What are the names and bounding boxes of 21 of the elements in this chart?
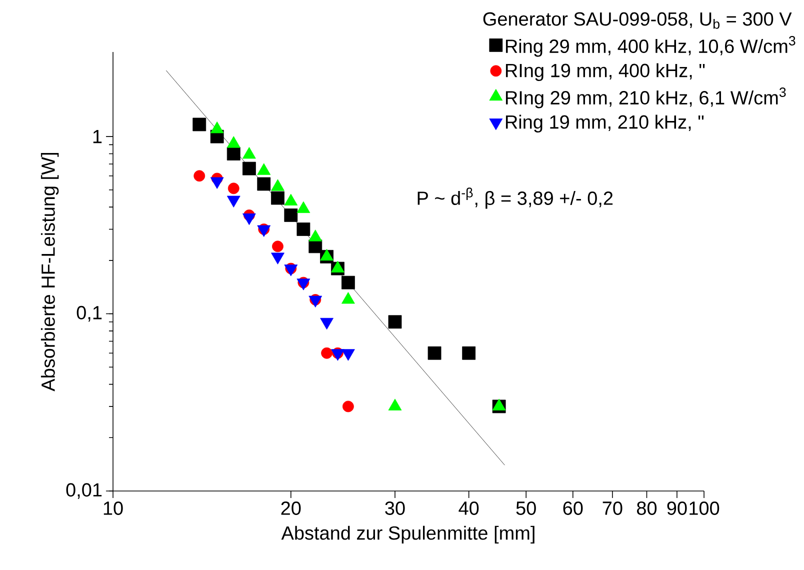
y-axis-title: Absorbierte HF-Leistung [W] (40, 153, 59, 392)
x-tick-label: 80 (637, 502, 657, 515)
legend-label: RIng 19 mm, 400 kHz, " (506, 63, 705, 81)
x-tick-label: 100 (690, 502, 720, 515)
y-tick-label: 1 (93, 130, 102, 144)
legend-label: Ring 29 mm, 400 kHz, 10,6 W/cm$^{3}$ (506, 36, 796, 57)
x-tick-label: 90 (667, 502, 687, 515)
x-tick-label: 50 (516, 502, 536, 515)
x-tick-label: 10 (104, 502, 123, 515)
x-tick-label: 70 (602, 502, 622, 515)
y-tick-label: 0,01 (66, 483, 102, 499)
x-tick-label: 20 (281, 502, 301, 515)
x-tick-label: 60 (563, 502, 583, 515)
x-axis-title: Abstand zur Spulenmitte [mm] (281, 526, 534, 544)
legend-label: RIng 29 mm, 210 kHz, 6,1 W/cm$^{3}$ (506, 88, 786, 108)
annotation: P ~ d$^{-β}$, β = 3,89 +/- 0,2 (418, 188, 613, 209)
legend-label: Ring 19 mm, 210 kHz, " (506, 114, 704, 133)
x-tick-label: 40 (458, 502, 479, 515)
y-tick-label: 0,1 (76, 306, 102, 322)
x-tick-label: 30 (385, 502, 405, 515)
legend-title: Generator SAU-099-058, U$_{b}$ = 300 V (483, 12, 792, 29)
